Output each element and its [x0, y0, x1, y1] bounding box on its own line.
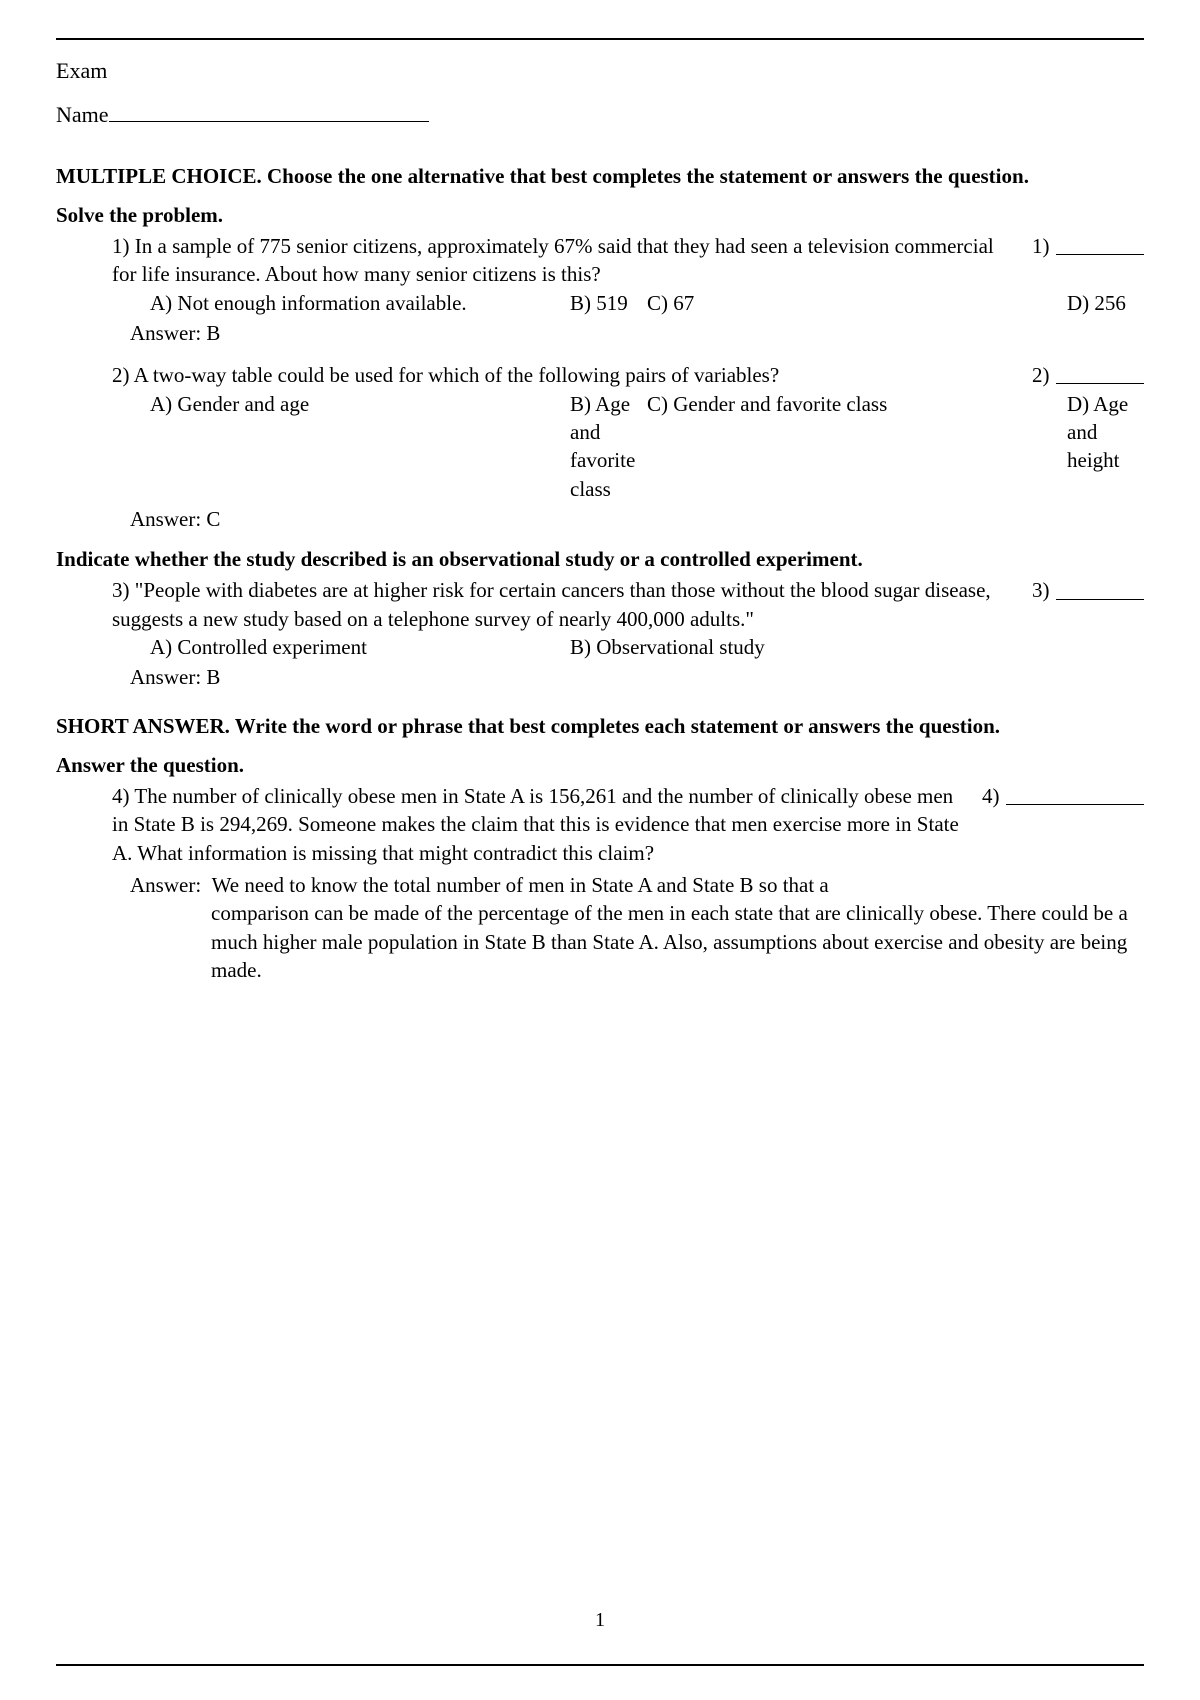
q2-answer-blank[interactable]: [1056, 361, 1145, 384]
q4-answer-blank[interactable]: [1006, 782, 1145, 805]
q4-answer-first: We need to know the total number of men …: [212, 873, 829, 897]
q3-choice-b: B) Observational study: [570, 633, 1144, 661]
q1-answer-blank[interactable]: [1056, 232, 1145, 255]
q3-text: "People with diabetes are at higher risk…: [112, 578, 991, 630]
question-4: 4) The number of clinically obese men in…: [56, 782, 1144, 984]
bottom-rule: [56, 1664, 1144, 1666]
q4-margin-num: 4): [974, 782, 1006, 810]
q4-text: The number of clinically obese men in St…: [112, 784, 959, 865]
q2-number: 2): [112, 363, 130, 387]
q1-choice-b: B) 519: [570, 289, 647, 317]
question-1: 1) In a sample of 775 senior citizens, a…: [56, 232, 1144, 347]
q3-margin-num: 3): [1004, 576, 1056, 604]
q3-answer-blank[interactable]: [1056, 576, 1145, 599]
q4-answer: Answer: We need to know the total number…: [56, 871, 1144, 899]
q1-margin-num: 1): [1004, 232, 1056, 260]
q2-answer: Answer: C: [56, 505, 1144, 533]
solve-subheader: Solve the problem.: [56, 203, 1144, 228]
exam-page: Exam Name MULTIPLE CHOICE. Choose the on…: [0, 0, 1200, 1700]
q1-answer: Answer: B: [56, 319, 1144, 347]
q4-number: 4): [112, 784, 130, 808]
q2-choice-a: A) Gender and age: [150, 390, 570, 503]
q1-choice-c: C) 67: [647, 289, 1067, 317]
q2-choice-d: D) Age and height: [1067, 390, 1144, 503]
q1-choice-a: A) Not enough information available.: [150, 289, 570, 317]
q1-text: In a sample of 775 senior citizens, appr…: [112, 234, 994, 286]
q4-answer-rest: comparison can be made of the percentage…: [56, 899, 1144, 984]
answer-q-subheader: Answer the question.: [56, 753, 1144, 778]
top-rule: [56, 38, 1144, 40]
sa-section-header: SHORT ANSWER. Write the word or phrase t…: [56, 714, 1144, 739]
q2-margin-num: 2): [1004, 361, 1056, 389]
mc-section-header: MULTIPLE CHOICE. Choose the one alternat…: [56, 164, 1144, 189]
q1-choice-d: D) 256: [1067, 289, 1144, 317]
q2-text: A two-way table could be used for which …: [134, 363, 780, 387]
exam-title: Exam: [56, 58, 1144, 84]
name-label: Name: [56, 102, 109, 127]
obs-subheader: Indicate whether the study described is …: [56, 547, 1144, 572]
question-3: 3) "People with diabetes are at higher r…: [56, 576, 1144, 691]
q3-number: 3): [112, 578, 130, 602]
q3-choice-a: A) Controlled experiment: [150, 633, 570, 661]
question-2: 2) A two-way table could be used for whi…: [56, 361, 1144, 533]
q4-answer-lead: Answer:: [130, 873, 201, 897]
q2-choice-c: C) Gender and favorite class: [647, 390, 1067, 503]
name-line: Name: [56, 100, 1144, 128]
q2-choice-b: B) Age and favorite class: [570, 390, 647, 503]
q3-answer: Answer: B: [56, 663, 1144, 691]
q1-number: 1): [112, 234, 130, 258]
page-number: 1: [0, 1609, 1200, 1632]
name-blank[interactable]: [109, 100, 429, 122]
